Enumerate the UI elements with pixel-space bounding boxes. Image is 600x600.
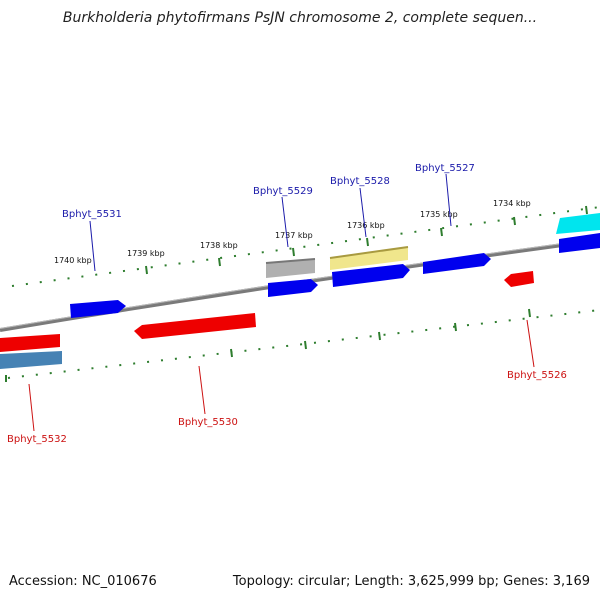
- tick-label-1734: 1734 kbp: [493, 199, 531, 208]
- accession-text: Accession: NC_010676: [9, 574, 157, 589]
- tick-label-1737: 1737 kbp: [275, 231, 313, 240]
- gene-label-5530[interactable]: Bphyt_5530: [178, 417, 238, 428]
- outer-major-tick: [440, 227, 443, 237]
- leader-line-5527: [445, 173, 452, 227]
- tick-label-1739: 1739 kbp: [127, 249, 165, 258]
- leader-line-5529: [281, 196, 289, 248]
- tick-label-1736: 1736 kbp: [347, 221, 385, 230]
- leader-line-5531: [89, 220, 96, 272]
- inner-major-tick: [528, 308, 531, 318]
- gene-arrow-blue[interactable]: [268, 279, 318, 297]
- forward-genes: [70, 213, 600, 318]
- gene-arrow-gray[interactable]: [266, 259, 315, 278]
- leader-line-5530: [198, 365, 206, 415]
- outer-scale: [11, 205, 600, 287]
- gene-arrow-red[interactable]: [0, 334, 60, 352]
- outer-major-tick: [145, 265, 148, 275]
- outer-major-tick: [513, 216, 516, 226]
- leader-lines: [28, 173, 535, 432]
- gene-arrow-blue[interactable]: [423, 253, 491, 274]
- tick-label-1735: 1735 kbp: [420, 210, 458, 219]
- gene-arrow-gray-edge: [265, 258, 316, 264]
- map-title: Burkholderia phytofirmans PsJN chromosom…: [62, 10, 538, 26]
- gene-label-5526[interactable]: Bphyt_5526: [507, 370, 567, 381]
- outer-major-tick: [366, 237, 369, 247]
- inner-scale: [5, 308, 600, 382]
- gene-arrow-blue[interactable]: [70, 300, 126, 318]
- leader-line-5528: [359, 187, 367, 238]
- tick-label-1738: 1738 kbp: [200, 241, 238, 250]
- gene-label-5527[interactable]: Bphyt_5527: [415, 163, 475, 174]
- outer-dots: [11, 206, 600, 287]
- leader-line-5526: [526, 319, 535, 368]
- leader-line-5532: [28, 383, 35, 432]
- inner-major-tick: [378, 331, 381, 341]
- outer-major-tick: [585, 205, 588, 215]
- gene-arrow-steel[interactable]: [0, 351, 62, 369]
- gene-arrow-cyan[interactable]: [556, 213, 600, 234]
- gene-label-5531[interactable]: Bphyt_5531: [62, 209, 122, 220]
- inner-dots: [7, 309, 600, 379]
- gene-arrow-red[interactable]: [134, 313, 256, 339]
- gene-arrow-blue[interactable]: [332, 264, 410, 287]
- inner-major-tick: [230, 348, 233, 358]
- tick-label-1740: 1740 kbp: [54, 256, 92, 265]
- genome-summary-text: Topology: circular; Length: 3,625,999 bp…: [232, 574, 590, 589]
- outer-major-tick: [218, 257, 221, 267]
- inner-major-tick: [454, 322, 457, 332]
- gene-label-5528[interactable]: Bphyt_5528: [330, 176, 390, 187]
- reverse-genes: [0, 271, 534, 369]
- gene-arrow-khaki-edge: [329, 246, 409, 259]
- inner-major-tick: [304, 340, 307, 350]
- gene-label-5529[interactable]: Bphyt_5529: [253, 186, 313, 197]
- gene-arrow-blue[interactable]: [559, 233, 600, 253]
- tick-labels: 1734 kbp 1735 kbp 1736 kbp 1737 kbp 1738…: [54, 199, 531, 265]
- gene-arrow-khaki[interactable]: [330, 247, 408, 270]
- gene-label-5532[interactable]: Bphyt_5532: [7, 434, 67, 445]
- outer-major-tick: [292, 247, 295, 257]
- gene-labels: Bphyt_5527 Bphyt_5528 Bphyt_5529 Bphyt_5…: [7, 163, 567, 445]
- gene-arrow-red[interactable]: [504, 271, 534, 287]
